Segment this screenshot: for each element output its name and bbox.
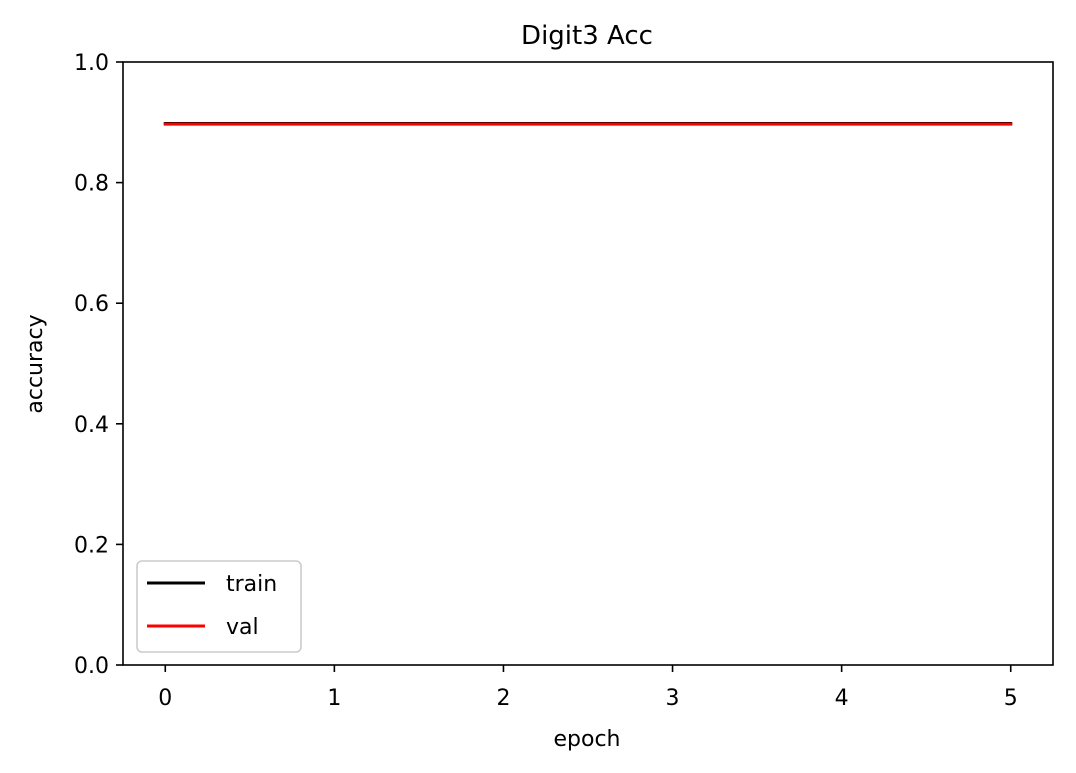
x-tick-label: 5 [1004,686,1018,711]
x-tick-label: 3 [666,686,680,711]
y-tick-label: 0.8 [74,172,109,197]
y-tick-label: 0.6 [74,292,109,317]
x-axis-label: epoch [554,727,621,752]
y-tick-label: 1.0 [74,51,109,76]
plot-area [122,61,1054,666]
y-tick-label: 0.4 [74,413,109,438]
y-axis-label: accuracy [23,314,48,413]
x-tick-label: 4 [835,686,849,711]
x-tick-label: 0 [158,686,172,711]
legend: train val [136,560,302,653]
plot-frame [122,61,1054,666]
y-tick-label: 0.2 [74,533,109,558]
y-axis-ticks: 0.0 0.2 0.4 0.6 0.8 1.0 [74,51,123,679]
legend-label-val: val [226,615,259,640]
series-lines [163,122,1013,126]
chart-title: Digit3 Acc [521,21,653,51]
x-tick-label: 2 [496,686,510,711]
x-axis-ticks: 0 1 2 3 4 5 [158,665,1018,711]
y-tick-label: 0.0 [74,654,109,679]
x-tick-label: 1 [327,686,341,711]
legend-label-train: train [226,572,277,597]
